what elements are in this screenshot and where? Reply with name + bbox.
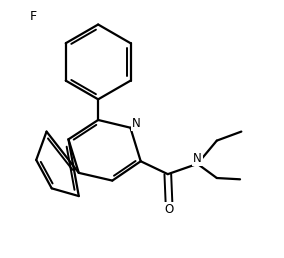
Text: N: N — [193, 152, 202, 165]
Text: O: O — [164, 203, 174, 216]
Text: F: F — [30, 10, 37, 23]
Text: N: N — [132, 117, 141, 130]
